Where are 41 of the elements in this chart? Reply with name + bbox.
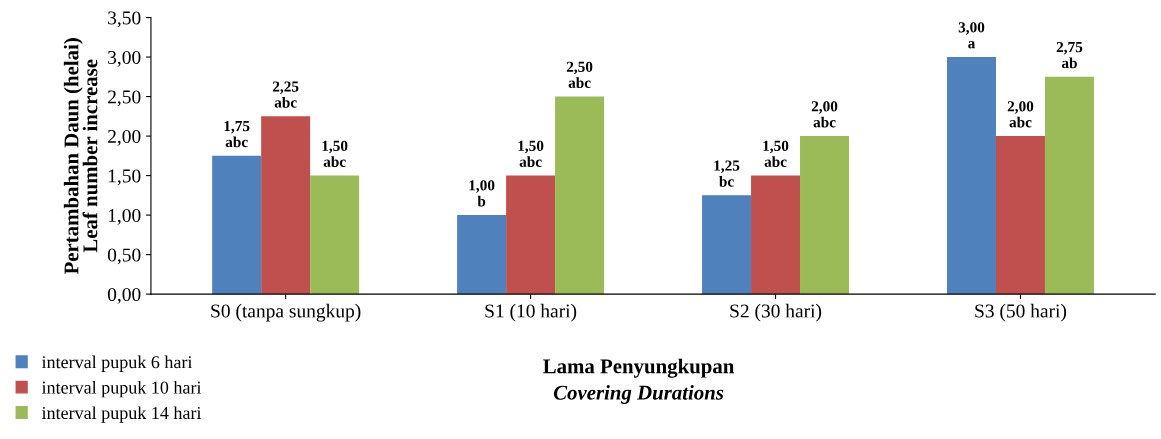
x-tick-label: S0 (tanpa sungkup) bbox=[211, 303, 361, 322]
bar bbox=[457, 215, 507, 295]
y-tick-label: 0,50 bbox=[107, 248, 141, 265]
x-tick-label: S3 (50 hari) bbox=[975, 303, 1067, 322]
bar bbox=[212, 155, 262, 295]
data-label: 3,00 a bbox=[958, 22, 985, 49]
data-label: 1,00 b bbox=[469, 180, 495, 207]
bar bbox=[995, 136, 1045, 295]
bar bbox=[310, 175, 360, 295]
bar bbox=[555, 96, 605, 295]
data-label: 1,50 abc bbox=[763, 140, 789, 167]
y-axis-title: Pertambahan Daun (helai) Leaf number increase bbox=[63, 38, 98, 275]
legend-label: interval pupuk 10 hari bbox=[41, 380, 202, 398]
bar bbox=[1044, 76, 1094, 295]
data-label: 2,25 abc bbox=[272, 81, 299, 108]
x-axis-title: Lama Penyungkupan Covering Durations bbox=[543, 358, 735, 404]
y-tick-label: 0,00 bbox=[107, 287, 141, 304]
bar bbox=[702, 195, 752, 295]
bar bbox=[800, 136, 850, 295]
bar bbox=[261, 116, 311, 295]
y-tick-label: 1,50 bbox=[108, 169, 141, 186]
legend-label: interval pupuk 6 hari bbox=[41, 355, 193, 372]
data-label: 2,00 abc bbox=[1007, 101, 1034, 128]
y-tick-label: 2,50 bbox=[108, 90, 141, 107]
x-tick-label: S2 (30 hari) bbox=[730, 303, 822, 322]
data-label: 1,50 abc bbox=[518, 140, 544, 167]
bar bbox=[946, 57, 996, 295]
data-label: 2,75 ab bbox=[1056, 41, 1083, 69]
data-label: 1,50 abc bbox=[322, 140, 348, 167]
y-tick-label: 3,00 bbox=[108, 50, 141, 67]
y-tick-label: 3,50 bbox=[108, 11, 141, 28]
data-label: 1,75 abc bbox=[224, 120, 250, 148]
data-label: 2,50 abc bbox=[566, 61, 593, 88]
data-label: 2,00 abc bbox=[811, 101, 838, 128]
legend-label: interval pupuk 14 hari bbox=[41, 406, 202, 423]
bar bbox=[751, 175, 801, 295]
bar bbox=[506, 175, 556, 295]
y-tick-label: 1,00 bbox=[108, 208, 141, 225]
y-tick-label: 2,00 bbox=[108, 129, 141, 146]
x-tick-label: S1 (10 hari) bbox=[485, 303, 577, 322]
data-label: 1,25 bc bbox=[714, 160, 740, 187]
